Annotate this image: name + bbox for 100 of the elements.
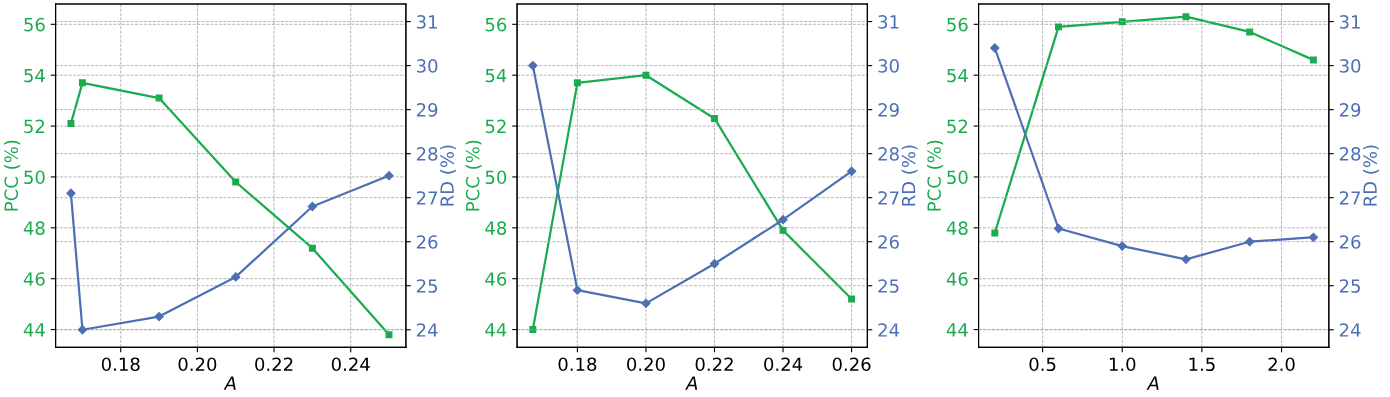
y2-tick-label: 27 <box>1339 191 1360 205</box>
y-axis-title: PCC (%) <box>927 140 944 211</box>
y-tick-label: 52 <box>485 119 506 134</box>
y2-tick-label: 25 <box>416 279 437 293</box>
y-tick-label: 50 <box>24 170 45 185</box>
x-tick-label: 0.20 <box>178 357 217 372</box>
y-tick-label: 52 <box>947 119 968 134</box>
point <box>1055 23 1062 31</box>
point <box>778 215 788 225</box>
y2-axis-title: RD (%) <box>1362 145 1380 206</box>
y2-tick-label: 29 <box>1339 103 1361 117</box>
y2-tick-label: 31 <box>1339 15 1360 29</box>
point <box>66 188 76 198</box>
x-axis-title: A <box>223 376 236 390</box>
x-tick-label: 1.0 <box>1109 357 1136 372</box>
point <box>1246 28 1254 36</box>
point <box>641 298 651 308</box>
y-tick-label: 56 <box>24 17 45 32</box>
y-tick-label: 48 <box>485 221 507 235</box>
y2-tick-label: 30 <box>878 59 899 73</box>
y2-tick-label: 26 <box>878 235 899 249</box>
y2-tick-label: 30 <box>416 59 438 73</box>
point <box>990 43 1000 53</box>
y2-tick-label: 26 <box>416 235 438 249</box>
y-tick-label: 52 <box>24 119 45 134</box>
y2-tick-label: 27 <box>878 191 899 205</box>
x-tick-label: 0.18 <box>558 357 597 372</box>
point <box>848 295 856 303</box>
point <box>232 178 240 186</box>
point <box>846 166 857 176</box>
y-axis-title: PCC (%) <box>4 140 21 211</box>
point <box>231 272 241 282</box>
y2-tick-label: 31 <box>416 15 437 29</box>
y2-tick-label: 30 <box>1339 59 1361 73</box>
y-tick-label: 44 <box>946 323 968 337</box>
y-tick-label: 44 <box>485 323 507 337</box>
y2-tick-label: 29 <box>416 103 438 117</box>
point <box>155 94 163 102</box>
point <box>307 201 317 212</box>
x-axis-title: A <box>685 376 698 390</box>
y-tick-label: 46 <box>485 272 507 286</box>
y-tick-label: 46 <box>23 272 45 286</box>
point <box>78 79 86 87</box>
point <box>385 331 393 339</box>
y2-tick-label: 25 <box>1339 279 1360 293</box>
y-tick-label: 48 <box>946 221 968 235</box>
y-tick-label: 50 <box>947 170 968 185</box>
x-tick-label: 0.24 <box>331 357 370 372</box>
y2-tick-label: 24 <box>1339 323 1361 337</box>
point <box>1118 18 1126 26</box>
y-tick-label: 48 <box>23 221 45 235</box>
x-tick-label: 0.22 <box>255 357 293 372</box>
point <box>572 285 583 295</box>
y2-axis-title: RD (%) <box>439 145 457 206</box>
point <box>154 311 164 322</box>
y-tick-label: 46 <box>946 272 968 286</box>
y-tick-label: 56 <box>485 17 507 32</box>
y-tick-label: 50 <box>485 170 507 185</box>
y2-tick-label: 27 <box>416 191 438 205</box>
x-tick-label: 0.5 <box>1029 357 1056 372</box>
y-tick-label: 54 <box>24 68 45 83</box>
point <box>1308 232 1319 242</box>
y2-tick-label: 28 <box>878 147 899 161</box>
y2-tick-label: 29 <box>878 103 899 117</box>
y2-tick-label: 28 <box>416 147 438 161</box>
point <box>1245 237 1255 247</box>
y2-tick-label: 24 <box>878 323 900 337</box>
point <box>77 325 88 335</box>
y-tick-label: 56 <box>947 17 968 32</box>
x-tick-label: 1.5 <box>1189 357 1215 372</box>
point <box>308 244 316 252</box>
point <box>1117 241 1127 251</box>
point <box>991 229 999 237</box>
y2-tick-label: 25 <box>878 279 899 293</box>
point <box>529 326 537 334</box>
point <box>1181 254 1191 264</box>
y2-tick-label: 28 <box>1339 147 1361 161</box>
x-tick-label: 0.22 <box>695 357 733 372</box>
point <box>642 71 650 79</box>
point <box>528 60 538 71</box>
point <box>1182 13 1190 21</box>
x-tick-label: 0.20 <box>627 357 665 372</box>
y2-tick-label: 31 <box>878 15 899 29</box>
x-tick-label: 0.24 <box>764 357 803 372</box>
point <box>384 171 394 181</box>
y2-axis-title: RD (%) <box>901 145 918 206</box>
x-axis-title: A <box>1146 376 1159 390</box>
x-tick-label: 0.18 <box>101 357 140 372</box>
y2-tick-label: 24 <box>416 323 438 337</box>
point <box>711 114 718 122</box>
x-tick-label: 0.26 <box>832 357 871 372</box>
y-axis-title: PCC (%) <box>465 140 482 211</box>
y-tick-label: 54 <box>485 68 507 83</box>
y2-tick-label: 26 <box>1339 235 1361 249</box>
point <box>709 259 720 269</box>
point <box>1309 56 1317 64</box>
point <box>573 79 581 87</box>
point <box>779 226 787 234</box>
x-tick-label: 2.0 <box>1268 357 1295 372</box>
y-tick-label: 44 <box>23 323 45 337</box>
